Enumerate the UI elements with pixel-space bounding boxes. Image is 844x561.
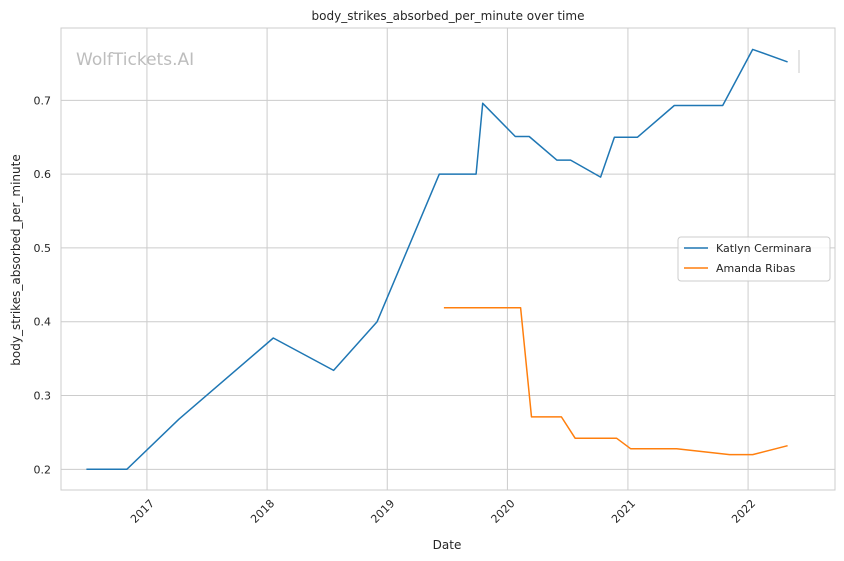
y-tick-label: 0.5 <box>34 242 52 255</box>
y-tick-label: 0.7 <box>34 94 52 107</box>
legend-label-katlyn-cerminara: Katlyn Cerminara <box>716 242 812 255</box>
plot-frame <box>60 27 836 491</box>
y-tick-label: 0.3 <box>34 390 52 403</box>
y-axis-label: body_strikes_absorbed_per_minute <box>9 154 23 365</box>
y-axis-ticks: 0.2 0.3 0.4 0.5 0.6 0.7 <box>34 94 52 476</box>
series-line-katlyn-cerminara <box>86 48 788 471</box>
legend-box <box>677 236 831 282</box>
y-tick-label: 0.2 <box>34 463 52 476</box>
chart-title: body_strikes_absorbed_per_minute over ti… <box>312 9 585 23</box>
legend: Katlyn Cerminara Amanda Ribas <box>677 236 831 282</box>
legend-label-amanda-ribas: Amanda Ribas <box>716 262 796 275</box>
series-line-amanda-ribas <box>443 306 788 456</box>
y-tick-label: 0.6 <box>34 168 52 181</box>
series-lines <box>86 48 788 471</box>
watermark: WolfTickets.AI <box>76 50 194 70</box>
x-axis-label: Date <box>433 538 462 552</box>
y-tick-label: 0.4 <box>34 316 52 329</box>
